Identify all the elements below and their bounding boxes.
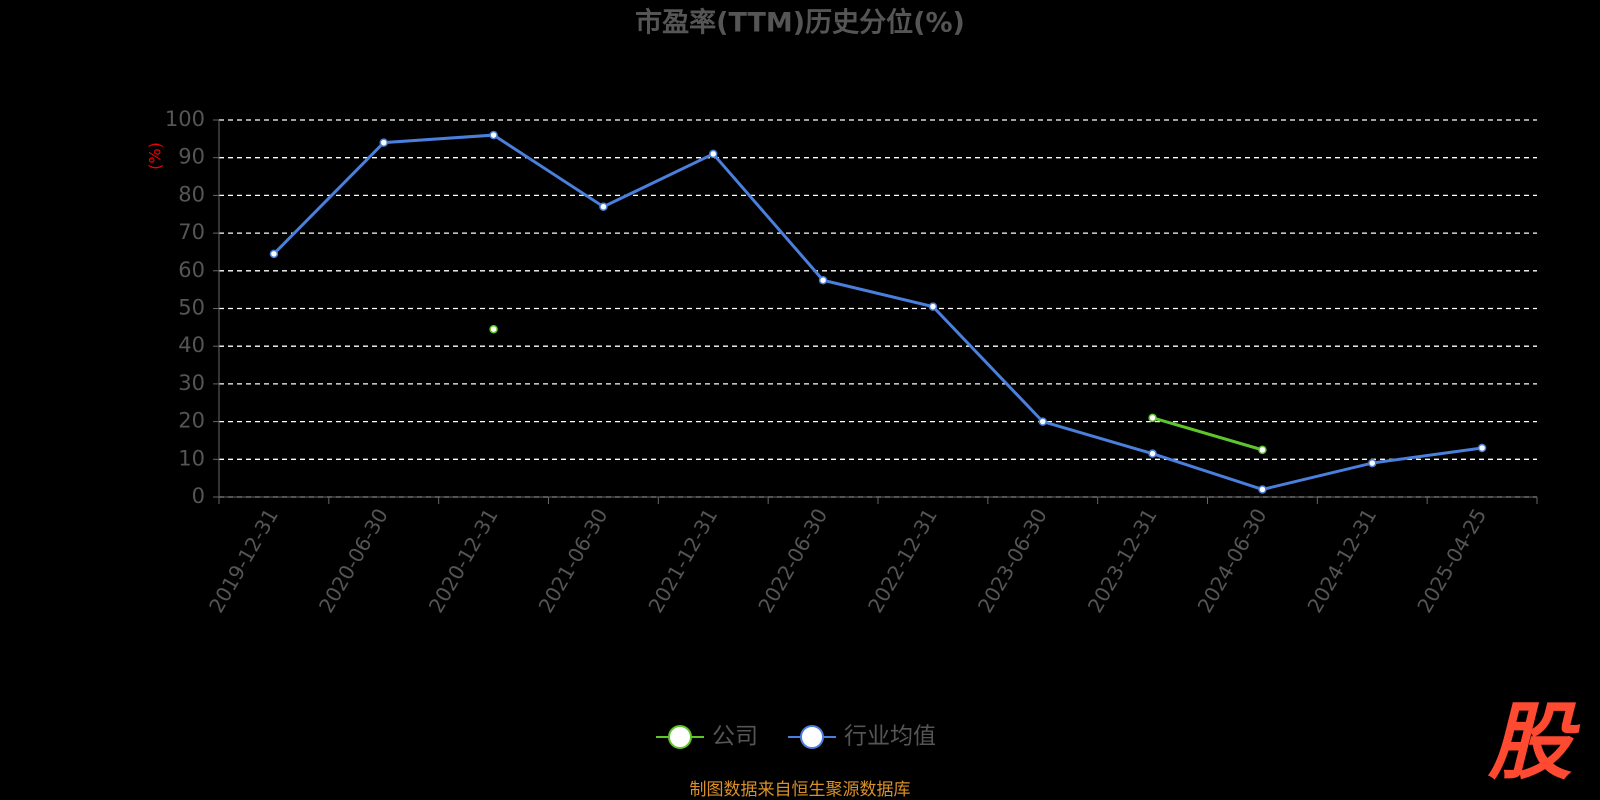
y-tick-label: 10 xyxy=(178,446,205,470)
x-tick-label: 2019-12-31 xyxy=(204,504,283,617)
y-axis-label: (%) xyxy=(146,142,165,170)
data-point xyxy=(269,249,279,259)
x-tick-label: 2024-12-31 xyxy=(1302,504,1381,617)
x-tick-label: 2021-06-30 xyxy=(534,504,613,617)
x-tick-label: 2023-06-30 xyxy=(973,504,1052,617)
data-point xyxy=(1258,485,1267,494)
legend-label: 行业均值 xyxy=(844,724,936,750)
y-tick-label: 60 xyxy=(178,258,205,282)
y-tick-label: 40 xyxy=(178,333,205,357)
x-tick-label: 2020-12-31 xyxy=(424,504,503,617)
source-note: 制图数据来自恒生聚源数据库 xyxy=(690,780,911,800)
data-point xyxy=(818,275,828,285)
x-tick-label: 2024-06-30 xyxy=(1193,504,1272,617)
data-point xyxy=(1148,449,1157,458)
data-point xyxy=(1148,413,1157,423)
y-tick-label: 50 xyxy=(178,296,205,320)
x-tick-label: 2020-06-30 xyxy=(314,504,393,617)
y-tick-label: 70 xyxy=(178,220,205,244)
data-point xyxy=(1258,445,1267,455)
series-line xyxy=(1152,416,1263,452)
data-point xyxy=(928,302,938,311)
x-tick-label: 2025-04-25 xyxy=(1412,504,1491,617)
y-tick-label: 90 xyxy=(178,145,205,169)
y-tick-label: 100 xyxy=(165,107,205,131)
data-point xyxy=(709,149,718,159)
logo: 股 xyxy=(1487,693,1581,791)
data-point xyxy=(599,202,608,211)
data-point xyxy=(1368,458,1377,468)
x-tick-label: 2021-12-31 xyxy=(643,504,722,617)
legend-marker xyxy=(668,725,692,749)
data-point xyxy=(489,130,498,140)
legend-marker xyxy=(800,725,824,749)
legend-label: 公司 xyxy=(712,724,758,750)
data-point xyxy=(1477,443,1487,453)
data-point xyxy=(489,324,498,334)
y-tick-label: 80 xyxy=(178,182,205,206)
chart-title: 市盈率(TTM)历史分位(%) xyxy=(635,7,965,39)
data-point xyxy=(379,138,388,147)
x-tick-label: 2022-12-31 xyxy=(863,504,942,617)
y-tick-label: 20 xyxy=(178,409,205,433)
x-tick-label: 2023-12-31 xyxy=(1083,504,1162,617)
y-tick-label: 0 xyxy=(192,484,205,508)
y-tick-label: 30 xyxy=(178,371,205,395)
data-point xyxy=(1038,417,1047,426)
series-line xyxy=(272,133,1483,492)
x-tick-label: 2022-06-30 xyxy=(753,504,832,617)
